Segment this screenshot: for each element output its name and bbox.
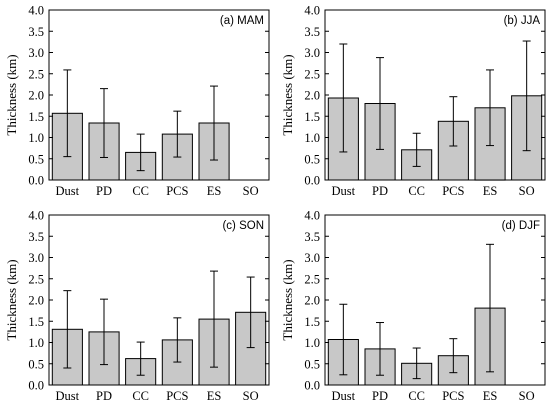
error-bar-es: [210, 85, 218, 161]
y-tick-label: 1.0: [28, 131, 44, 145]
x-tick-label: PCS: [166, 184, 188, 198]
panel-title: (a) MAM: [220, 15, 264, 27]
y-tick-label: 1.0: [304, 131, 320, 145]
y-tick-label: 4.0: [28, 209, 44, 223]
error-bar-cc: [412, 132, 421, 167]
y-tick-label: 3.0: [304, 251, 320, 265]
error-bar-pd: [376, 57, 384, 150]
y-tick-label: 3.0: [28, 251, 44, 265]
error-bar-so: [522, 40, 531, 152]
y-axis-label: Thickness (km): [280, 259, 295, 340]
x-tick-label: Dust: [56, 389, 80, 403]
y-tick-label: 1.5: [28, 315, 44, 329]
y-tick-label: 2.5: [28, 67, 44, 81]
y-axis-label: Thickness (km): [280, 54, 295, 135]
x-tick-label: PCS: [442, 184, 464, 198]
x-tick-label: Dust: [332, 389, 356, 403]
y-tick-label: 2.0: [28, 294, 44, 308]
error-bar-pcs: [173, 317, 182, 363]
y-tick-label: 2.5: [304, 272, 320, 286]
y-tick-label: 3.5: [28, 25, 44, 39]
chart-panel-3: 0.0 0.5 1.0 1.5 2.0 2.5 3.0 3.5 4.0 Dust PD CC PCS ES…: [4, 209, 270, 403]
x-tick-label: PCS: [442, 389, 464, 403]
x-tick-label: CC: [132, 389, 149, 403]
panel-title: (b) JJA: [504, 15, 541, 27]
x-tick-label: CC: [132, 184, 149, 198]
x-tick-label: ES: [483, 389, 498, 403]
error-bar-es: [486, 69, 494, 147]
y-tick-label: 1.5: [28, 110, 44, 124]
panel-title: (d) DJF: [502, 220, 540, 232]
x-tick-label: SO: [243, 184, 259, 198]
y-tick-label: 2.0: [304, 89, 320, 103]
y-tick-label: 0.0: [304, 379, 320, 393]
x-tick-label: Dust: [56, 184, 80, 198]
y-tick-label: 2.5: [28, 272, 44, 286]
x-tick-label: SO: [519, 184, 535, 198]
y-axis-label: Thickness (km): [4, 54, 19, 135]
x-tick-label: CC: [408, 389, 425, 403]
panel-title: (c) SON: [222, 220, 264, 232]
x-tick-label: CC: [408, 184, 425, 198]
y-tick-label: 0.0: [304, 174, 320, 188]
chart-panel-2: 0.0 0.5 1.0 1.5 2.0 2.5 3.0 3.5 4.0 Dust PD CC PCS ES…: [280, 4, 546, 198]
x-tick-label: Dust: [332, 184, 356, 198]
y-tick-label: 0.5: [28, 152, 44, 166]
y-tick-label: 1.0: [304, 336, 320, 350]
y-tick-label: 0.0: [28, 379, 44, 393]
x-tick-label: ES: [483, 184, 498, 198]
y-tick-label: 4.0: [304, 4, 320, 18]
x-tick-label: PD: [96, 184, 112, 198]
error-bar-dust: [339, 303, 348, 376]
error-bar-pcs: [173, 110, 182, 158]
y-tick-label: 2.0: [28, 89, 44, 103]
error-bar-es: [486, 243, 494, 373]
y-tick-label: 3.5: [304, 25, 320, 39]
x-tick-label: ES: [207, 389, 222, 403]
chart-panel-1: 0.0 0.5 1.0 1.5 2.0 2.5 3.0 3.5 4.0 Dust PD CC PCS ES…: [4, 4, 270, 198]
error-bar-cc: [136, 341, 145, 376]
x-tick-label: SO: [519, 389, 535, 403]
y-tick-label: 0.0: [28, 174, 44, 188]
x-tick-label: PD: [372, 389, 388, 403]
x-tick-label: PD: [372, 184, 388, 198]
error-bar-pd: [100, 298, 108, 366]
error-bar-es: [210, 270, 218, 368]
error-bar-dust: [63, 69, 72, 158]
y-tick-label: 1.5: [304, 110, 320, 124]
y-tick-label: 1.0: [28, 336, 44, 350]
y-tick-label: 3.5: [28, 230, 44, 244]
y-tick-label: 1.5: [304, 315, 320, 329]
error-bar-cc: [412, 347, 421, 380]
x-tick-label: PCS: [166, 389, 188, 403]
y-axis-label: Thickness (km): [4, 259, 19, 340]
x-tick-label: ES: [207, 184, 222, 198]
error-bar-pd: [376, 322, 384, 376]
error-bar-dust: [63, 290, 72, 369]
error-bar-pcs: [449, 96, 458, 147]
y-tick-label: 4.0: [28, 4, 44, 18]
error-bar-cc: [136, 133, 145, 172]
y-tick-label: 2.5: [304, 67, 320, 81]
y-tick-label: 3.5: [304, 230, 320, 244]
error-bar-dust: [339, 43, 348, 153]
x-tick-label: SO: [243, 389, 259, 403]
y-tick-label: 0.5: [28, 357, 44, 371]
chart-panel-4: 0.0 0.5 1.0 1.5 2.0 2.5 3.0 3.5 4.0 Dust PD CC PCS ES…: [280, 209, 546, 403]
y-tick-label: 0.5: [304, 152, 320, 166]
y-tick-label: 3.0: [28, 46, 44, 60]
y-tick-label: 4.0: [304, 209, 320, 223]
y-tick-label: 2.0: [304, 294, 320, 308]
error-bar-pcs: [449, 338, 458, 374]
y-tick-label: 3.0: [304, 46, 320, 60]
x-tick-label: PD: [96, 389, 112, 403]
y-tick-label: 0.5: [304, 357, 320, 371]
error-bar-so: [246, 276, 255, 349]
error-bar-pd: [100, 88, 108, 158]
